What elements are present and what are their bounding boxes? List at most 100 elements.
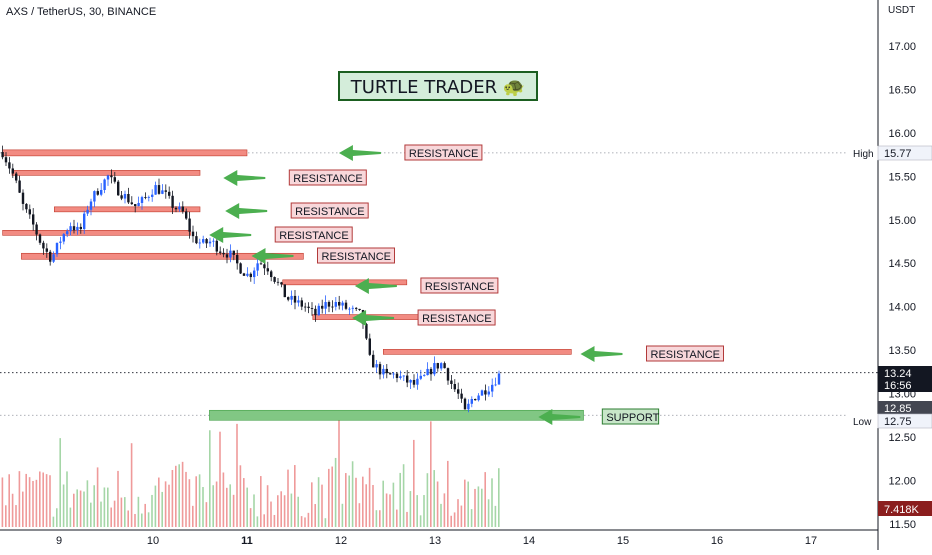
volume-bar (96, 467, 99, 527)
candle-body (83, 213, 86, 230)
resistance-label-box (317, 247, 395, 264)
candle-body (470, 399, 473, 404)
candle-body (419, 375, 422, 379)
volume-bar (185, 471, 187, 527)
volume-bar (389, 494, 391, 527)
candle-body (25, 203, 28, 210)
left-arrow (209, 227, 252, 243)
zone-labels: RESISTANCE RESISTANCE RESISTANCE RESISTANCE… (274, 144, 724, 425)
candle-body (317, 305, 320, 316)
candle-body (467, 403, 470, 410)
volume-bar (256, 516, 259, 527)
candle-body (365, 324, 368, 339)
candle-body (338, 301, 341, 306)
volume-value-box (878, 501, 932, 516)
level-price-box (878, 401, 932, 415)
volume-bar (137, 496, 140, 527)
volume-bar (229, 484, 231, 527)
volume-bar (474, 488, 476, 527)
volume-bar (375, 510, 378, 527)
resistance-label-text: RESISTANCE (422, 313, 491, 325)
candle-body (375, 364, 378, 368)
candle-body (389, 373, 392, 375)
resistance-zone (2, 230, 191, 236)
symbol-title: AXS / TetherUS, 30, BINANCE (6, 6, 157, 18)
candle-body (174, 207, 178, 210)
volume-bar (470, 509, 473, 527)
volume-bar (45, 474, 48, 527)
candle-body (276, 281, 280, 283)
candle-body (239, 263, 242, 274)
volume-bar (198, 474, 201, 527)
candle-body (497, 373, 501, 385)
candle-body (110, 175, 113, 178)
resistance-label: RESISTANCE (420, 277, 499, 294)
volume-bar (399, 472, 401, 527)
volume-bar (379, 510, 381, 527)
resistance-zone (2, 149, 248, 157)
volume-bar (351, 461, 354, 527)
high-tag: High (853, 149, 874, 160)
volume-bar (433, 470, 435, 527)
resistance-zone (11, 170, 201, 176)
volume-bar (124, 497, 126, 527)
current-price-box (878, 366, 932, 392)
candle-body (358, 308, 361, 311)
level-price: 12.85 (884, 403, 912, 415)
volume-bar (283, 495, 286, 527)
volume-bar (154, 485, 157, 527)
candle-body (117, 181, 120, 196)
candle-body (293, 295, 297, 303)
candle-body (181, 206, 184, 212)
candle-body (202, 239, 205, 243)
volume-bar (494, 505, 497, 527)
candle-body (154, 185, 157, 195)
volume-bar (328, 468, 330, 527)
left-arrow (354, 278, 397, 294)
volume-bar (253, 494, 255, 527)
candle-body (253, 270, 256, 278)
candle-body (161, 190, 164, 194)
resistance-label-text: RESISTANCE (279, 230, 348, 242)
volume-bar (423, 495, 425, 527)
left-arrow (223, 170, 266, 186)
volume-bar (18, 471, 21, 527)
volume-bar (290, 493, 293, 527)
candle-body (120, 195, 123, 199)
price-tick-label: 12.50 (888, 432, 916, 444)
volume-bar (188, 479, 191, 527)
volume-bar (307, 512, 310, 527)
candle-body (355, 307, 358, 309)
title-banner: TURTLE TRADER 🐢 (338, 71, 538, 101)
volume-bar (409, 491, 412, 527)
candle-body (195, 236, 198, 244)
volume-bar (15, 505, 17, 527)
time-tick-label: 16 (711, 535, 723, 547)
candle-body (69, 226, 72, 232)
volume-bar (372, 484, 374, 527)
volume-bar (345, 473, 347, 527)
candle-body (399, 376, 402, 378)
volume-bar (113, 500, 116, 527)
volume-bars (1, 417, 500, 527)
time-tick-label: 9 (56, 535, 62, 547)
candle-body (127, 193, 130, 203)
resistance-label: RESISTANCE (290, 202, 369, 219)
volume-bar (52, 516, 55, 527)
candle-body (100, 189, 103, 195)
volume-bar (443, 493, 446, 527)
candle-body (287, 297, 290, 300)
price-unit: USDT (888, 5, 916, 16)
volume-bar (467, 481, 469, 527)
resistance-label-box (404, 144, 483, 161)
candle-body (55, 242, 59, 255)
candle-body (256, 263, 259, 271)
candle-body (297, 300, 300, 303)
candle-body (463, 398, 467, 410)
candles (1, 145, 501, 413)
candle-body (59, 241, 62, 243)
countdown: 16:56 (884, 380, 912, 392)
